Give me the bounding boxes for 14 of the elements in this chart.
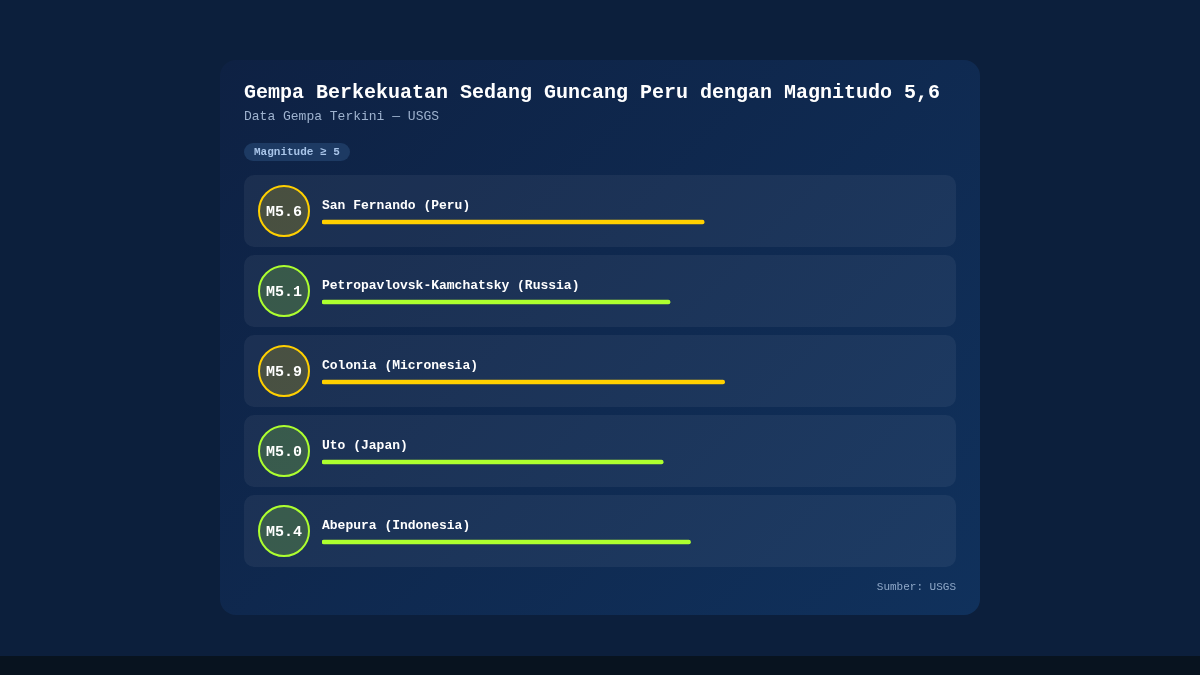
y-tick-label: Petropavlovsk-Kamchatsky (Russia) [322, 278, 580, 294]
data-label: M5.1 [265, 283, 303, 301]
y-tick-label: Colonia (Micronesia) [322, 358, 479, 374]
data-label: M5.9 [265, 363, 303, 381]
data-label: M5.6 [265, 203, 303, 221]
chart-subtitle: Data Gempa Terkini — USGS [244, 109, 440, 125]
data-label: M5.0 [265, 443, 303, 461]
text: Sumber: USGS [876, 580, 956, 595]
y-tick-label: San Fernando (Peru) [322, 198, 471, 214]
data-label: M5.4 [265, 523, 303, 541]
chart-title: Gempa Berkekuatan Sedang Guncang Peru dengan Magnitudo 5,6 [244, 81, 941, 105]
text: Magnitude ≥ 5 [244, 143, 350, 161]
y-tick-label: Abepura (Indonesia) [322, 518, 471, 534]
y-tick-label: Uto (Japan) [322, 438, 408, 454]
